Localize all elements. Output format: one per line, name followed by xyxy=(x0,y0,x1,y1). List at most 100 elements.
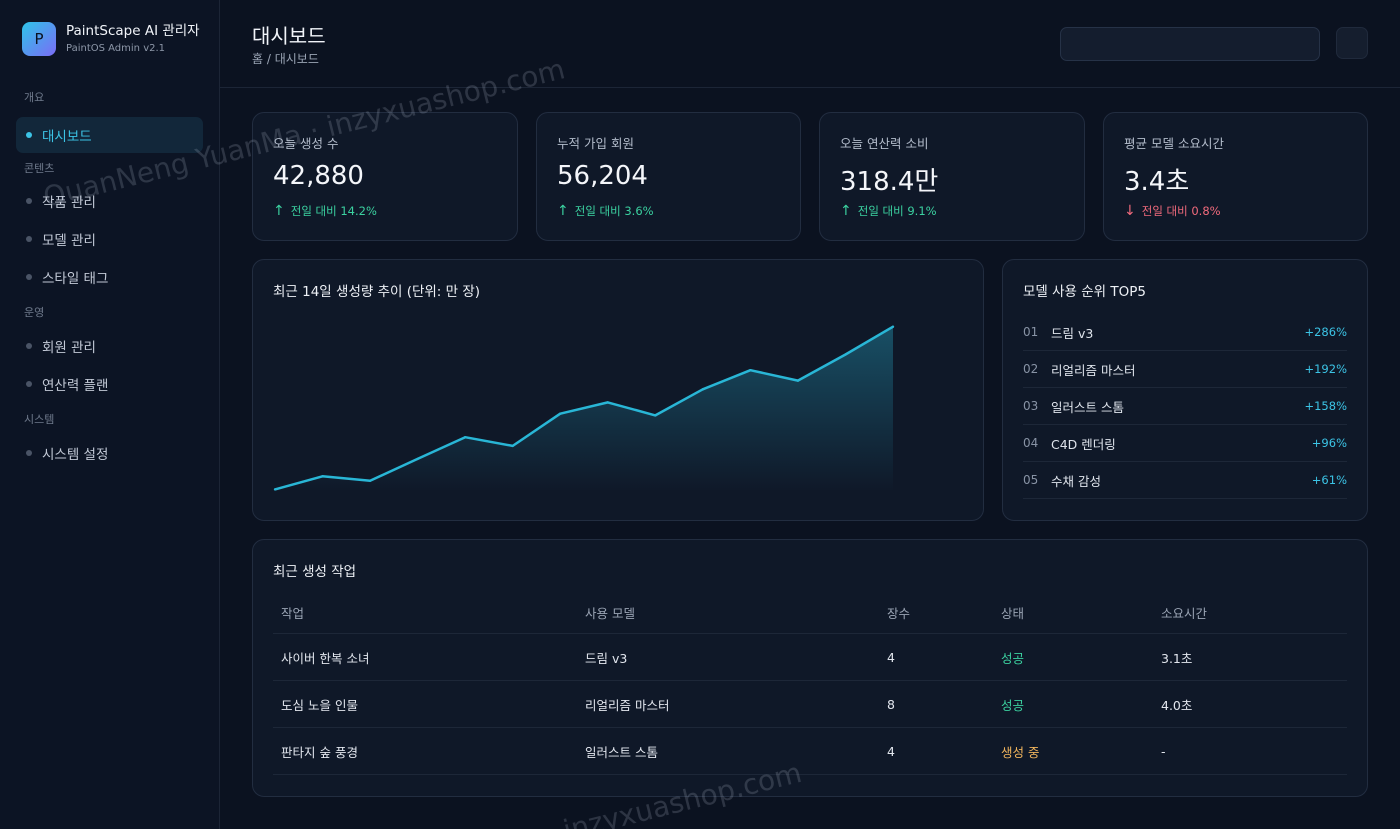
sidebar-item-models[interactable]: 모델 관리 xyxy=(16,221,203,257)
sidebar-item-label: 스타일 태그 xyxy=(42,271,109,287)
list-item[interactable]: 03 일러스트 스톰 +158% xyxy=(1023,388,1347,425)
sidebar-item-works[interactable]: 작품 관리 xyxy=(16,183,203,219)
stat-card-total-members: 누적 가입 회원 56,204 ↑ 전일 대비 3.6% xyxy=(536,112,801,241)
chart-title: 최근 14일 생성량 추이 (단위: 만 장) xyxy=(273,284,481,300)
image-count: 4 xyxy=(887,743,895,759)
stat-label: 평균 모델 소요시간 xyxy=(1124,136,1224,151)
stat-delta-text: 전일 대비 14.2% xyxy=(290,204,377,218)
sidebar-item-members[interactable]: 회원 관리 xyxy=(16,328,203,364)
trend-data-point-11 xyxy=(749,369,752,372)
stat-delta-text: 전일 대비 9.1% xyxy=(857,204,937,218)
model-name: 리얼리즘 마스터 xyxy=(1051,362,1136,378)
image-count: 4 xyxy=(887,649,895,665)
recent-jobs-card: 최근 생성 작업 작업 사용 모델 장수 상태 소요시간 사이버 한복 소녀 드… xyxy=(252,539,1368,797)
trend-data-point-9 xyxy=(654,414,657,417)
model-name: 일러스트 스톰 xyxy=(585,744,658,760)
sidebar-item-style-tags[interactable]: 스타일 태그 xyxy=(16,259,203,295)
trend-data-point-14 xyxy=(891,325,895,328)
sidebar: P PaintScape AI 관리자 PaintOS Admin v2.1 개… xyxy=(0,0,220,829)
active-dot-icon xyxy=(26,132,32,138)
rank-number: 05 xyxy=(1023,473,1039,487)
app-logo: P xyxy=(22,22,56,56)
trend-data-point-1 xyxy=(273,488,277,491)
rank-number: 02 xyxy=(1023,362,1039,376)
task-name: 사이버 한복 소녀 xyxy=(281,650,370,666)
elapsed-time: 4.0초 xyxy=(1161,697,1193,713)
arrow-down-icon: ↓ xyxy=(1124,203,1136,219)
rank-number: 03 xyxy=(1023,399,1039,413)
model-name: C4D 렌더링 xyxy=(1051,436,1116,452)
task-name: 도심 노을 인물 xyxy=(281,697,358,713)
arrow-up-icon: ↑ xyxy=(557,203,569,219)
stat-card-avg-model-time: 평균 모델 소요시간 3.4초 ↓ 전일 대비 0.8% xyxy=(1103,112,1368,241)
model-name: 드림 v3 xyxy=(1051,325,1094,341)
trend-data-point-3 xyxy=(368,479,372,482)
sidebar-item-dashboard[interactable]: 대시보드 xyxy=(16,117,203,153)
sidebar-item-label: 시스템 설정 xyxy=(42,447,109,463)
status-badge: 성공 xyxy=(1001,650,1025,666)
trend-data-point-5 xyxy=(463,435,467,439)
usage-change: +158% xyxy=(1304,399,1347,413)
top-header: 대시보드 홈 / 대시보드 xyxy=(220,0,1400,88)
recent-jobs-title: 최근 생성 작업 xyxy=(273,564,357,580)
trend-data-point-2 xyxy=(321,475,324,478)
trend-data-point-10 xyxy=(701,388,705,391)
brand: P PaintScape AI 관리자 PaintOS Admin v2.1 xyxy=(22,22,200,56)
bullet-icon xyxy=(26,381,32,387)
status-badge: 생성 중 xyxy=(1001,744,1040,760)
model-ranking-card: 모델 사용 순위 TOP5 01 드림 v3 +286% 02 리얼리즘 마스터… xyxy=(1002,259,1368,521)
table-row[interactable]: 판타지 숲 풍경 일러스트 스톰 4 생성 중 - xyxy=(273,728,1347,775)
sidebar-nav: 개요 대시보드 콘텐츠 작품 관리 모델 관리 스타일 태그 운영 회원 관리 … xyxy=(16,88,203,473)
sidebar-item-label: 연산력 플랜 xyxy=(42,378,109,394)
column-header[interactable]: 소요시간 xyxy=(1161,606,1208,621)
list-item[interactable]: 04 C4D 렌더링 +96% xyxy=(1023,425,1347,462)
model-name: 수채 감성 xyxy=(1051,473,1101,489)
sidebar-item-system-settings[interactable]: 시스템 설정 xyxy=(16,435,203,471)
trend-data-point-4 xyxy=(416,457,419,461)
sidebar-item-label: 모델 관리 xyxy=(42,233,96,249)
trend-area-fill xyxy=(275,326,893,492)
sidebar-item-compute-plans[interactable]: 연산력 플랜 xyxy=(16,366,203,402)
usage-change: +192% xyxy=(1304,362,1347,376)
arrow-up-icon: ↑ xyxy=(840,203,852,219)
list-item[interactable]: 01 드림 v3 +286% xyxy=(1023,314,1347,351)
column-header[interactable]: 장수 xyxy=(887,606,911,621)
stat-value: 3.4초 xyxy=(1124,167,1190,197)
column-header[interactable]: 상태 xyxy=(1001,606,1025,621)
model-name: 드림 v3 xyxy=(585,650,628,666)
usage-change: +286% xyxy=(1304,325,1347,339)
column-header[interactable]: 사용 모델 xyxy=(585,606,635,621)
trend-chart-card: 최근 14일 생성량 추이 (단위: 만 장) xyxy=(252,259,984,521)
stat-value: 56,204 xyxy=(557,161,648,191)
bullet-icon xyxy=(26,450,32,456)
stat-value: 42,880 xyxy=(273,161,364,191)
nav-group-operations: 운영 xyxy=(24,306,45,319)
page-title: 대시보드 xyxy=(252,24,326,48)
header-action-button[interactable] xyxy=(1336,27,1368,59)
table-header: 작업 사용 모델 장수 상태 소요시간 xyxy=(273,592,1347,634)
trend-data-point-13 xyxy=(844,353,847,356)
trend-data-point-12 xyxy=(796,379,800,382)
app-version: PaintOS Admin v2.1 xyxy=(66,43,166,54)
trend-series-line xyxy=(274,325,894,491)
trend-data-point-6 xyxy=(511,444,514,448)
stat-label: 오늘 생성 수 xyxy=(273,136,339,151)
list-item[interactable]: 05 수채 감성 +61% xyxy=(1023,462,1347,499)
bullet-icon xyxy=(26,198,32,204)
trend-data-point-8 xyxy=(606,401,609,404)
rank-number: 01 xyxy=(1023,325,1039,339)
search-input[interactable] xyxy=(1060,27,1320,61)
sidebar-item-label: 작품 관리 xyxy=(42,195,96,211)
list-item[interactable]: 02 리얼리즘 마스터 +192% xyxy=(1023,351,1347,388)
table-row[interactable]: 도심 노을 인물 리얼리즘 마스터 8 성공 4.0초 xyxy=(273,681,1347,728)
model-name: 일러스트 스톰 xyxy=(1051,399,1124,415)
stat-delta-text: 전일 대비 3.6% xyxy=(574,204,654,218)
stat-delta-text: 전일 대비 0.8% xyxy=(1141,204,1221,218)
table-row[interactable]: 사이버 한복 소녀 드림 v3 4 성공 3.1초 xyxy=(273,634,1347,681)
nav-group-content: 콘텐츠 xyxy=(24,162,55,175)
ranking-title: 모델 사용 순위 TOP5 xyxy=(1023,284,1146,300)
stat-label: 누적 가입 회원 xyxy=(557,136,634,151)
nav-group-system: 시스템 xyxy=(24,413,55,426)
column-header[interactable]: 작업 xyxy=(281,606,305,621)
elapsed-time: - xyxy=(1161,743,1166,759)
